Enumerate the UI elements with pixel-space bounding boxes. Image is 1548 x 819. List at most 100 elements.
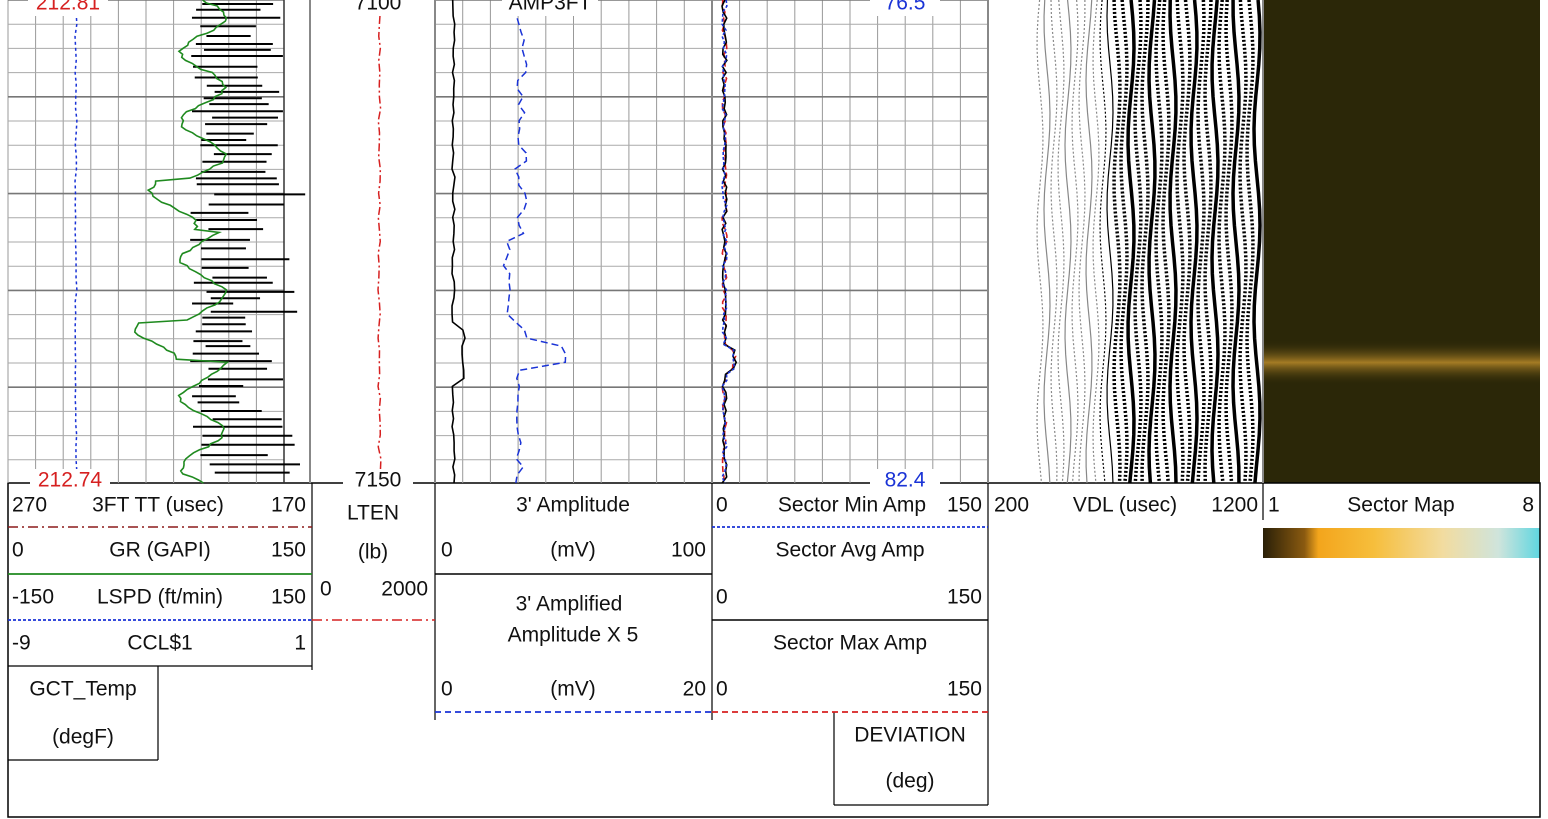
vdl-wave [1161,0,1171,484]
vdl-wave [1168,0,1178,484]
vdl-wave [1182,0,1192,484]
value-label: 76.5 [885,0,926,15]
label: 150 [271,539,306,562]
sector-curve [721,0,736,484]
vdl-wave [1175,0,1185,484]
vdl-wave [1245,0,1255,484]
label-bg [870,0,940,16]
depth-label: 7150 [355,469,402,492]
vdl-wave [1071,0,1079,484]
label: 0 [716,494,728,517]
label: Sector Map [1347,494,1454,517]
vdl-wave [1252,0,1262,484]
label-bg [30,469,110,493]
vdl-wave [1231,0,1241,484]
label: 1 [294,632,306,655]
vdl-wave [1043,0,1051,484]
label: 3' Amplified [516,593,623,616]
label: 20 [683,678,706,701]
label: 100 [671,539,706,562]
vdl-wave [1133,0,1143,484]
label: 0 [12,539,24,562]
label: 170 [271,494,306,517]
label: VDL (usec) [1073,494,1177,517]
label: 150 [947,586,982,609]
vdl-wave [1078,0,1086,484]
vdl-wave [1154,0,1164,484]
label: Sector Max Amp [773,632,927,655]
label: (mV) [550,678,596,701]
vdl-wave [1036,0,1044,484]
vdl-wave [1238,0,1248,484]
vdl-wave [1112,0,1122,484]
vdl-wave [1050,0,1058,484]
vdl-wave [1147,0,1157,484]
sector-map-band [1263,340,1540,385]
label: -150 [12,586,54,609]
vdl-wave [1140,0,1150,484]
sector-map-scale [1263,528,1540,558]
vdl-wave [1099,0,1107,484]
label: Amplitude X 5 [508,624,639,647]
label: 0 [320,578,332,601]
vdl-wave [1106,0,1114,484]
label: LTEN [347,502,399,525]
vdl-wave [1217,0,1227,484]
label: 3' Amplitude [516,494,630,517]
label: (degF) [52,726,114,749]
label: 150 [947,494,982,517]
vdl-wave [1119,0,1129,484]
value-label: 212.81 [36,0,100,15]
curve-label: AMP3FT [509,0,592,15]
label: 150 [947,678,982,701]
label: 3FT TT (usec) [92,494,224,517]
value-label: 82.4 [885,469,926,492]
vdl-wave [1126,0,1136,484]
vdl-wave [1092,0,1100,484]
label-bg [343,0,413,16]
vdl-wave [1210,0,1220,484]
label-bg [343,469,413,493]
label: 270 [12,494,47,517]
value-label: 212.74 [38,469,103,492]
label: 2000 [381,578,428,601]
gr-curve [133,0,230,484]
amp5-curve [502,0,567,484]
vdl-wave [1224,0,1234,484]
vdl-wave [1196,0,1206,484]
label: 0 [441,678,453,701]
label: 0 [441,539,453,562]
label: (mV) [550,539,596,562]
label: CCL$1 [127,632,192,655]
vdl-wave [1203,0,1213,484]
label: 200 [994,494,1029,517]
temp-curve [74,0,78,484]
vdl-wave [1057,0,1065,484]
label: 8 [1522,494,1534,517]
sector-curve [721,0,737,484]
label: 0 [716,678,728,701]
label: Sector Min Amp [778,494,926,517]
label: GR (GAPI) [109,539,211,562]
label: 1200 [1211,494,1258,517]
vdl-wave [1189,0,1199,484]
vdl-wave [1085,0,1093,484]
label: DEVIATION [854,724,966,747]
label: Sector Avg Amp [775,539,924,562]
depth-label: 7100 [355,0,402,15]
label: (deg) [885,770,934,793]
label-bg [502,0,598,16]
sector-map-image [1263,0,1540,483]
label: GCT_Temp [29,678,136,701]
label: 0 [716,586,728,609]
label: 150 [271,586,306,609]
vdl-wave [1064,0,1072,484]
label-bg [28,0,108,16]
header-frame [7,482,1541,818]
lten-curve [377,0,382,484]
sector-curve [721,0,738,484]
label-bg [870,469,940,493]
label: -9 [12,632,31,655]
label: 1 [1268,494,1280,517]
